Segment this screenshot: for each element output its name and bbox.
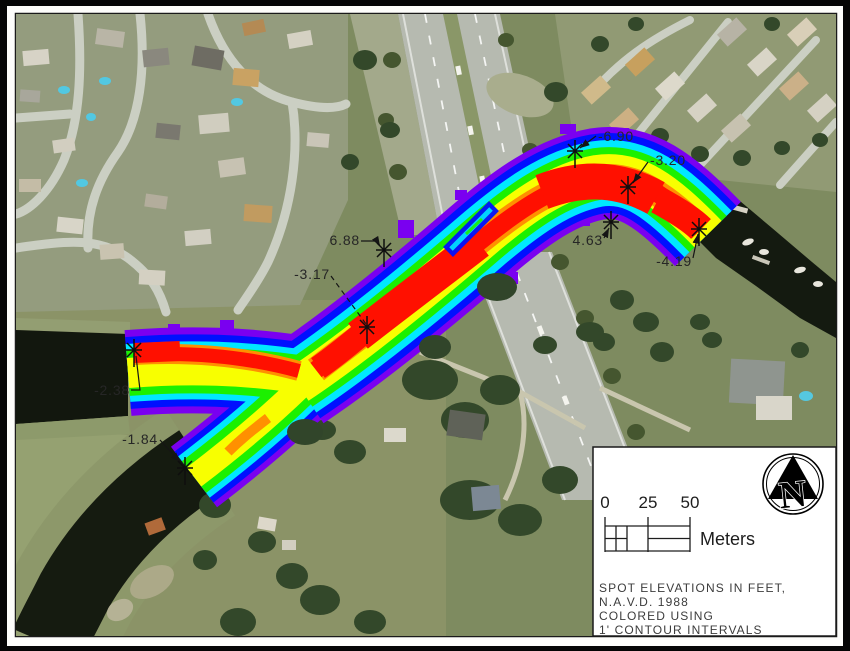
- trees-over-channel: [287, 273, 517, 445]
- highway-south: [468, 252, 648, 500]
- caption-line: COLORED USING: [599, 609, 714, 623]
- spot-elevation-label: -2.38: [94, 382, 130, 398]
- sand-patch: [106, 598, 134, 622]
- dirt-paths: [419, 349, 692, 502]
- scale-bar: 0 25 50 Meters: [600, 493, 755, 552]
- caption-line: SPOT ELEVATIONS IN FEET,: [599, 581, 786, 595]
- photo-border: [14, 12, 838, 638]
- spot-elevation-label: -1.84: [122, 431, 158, 447]
- trees: [193, 17, 828, 636]
- scale-tick-label: 50: [681, 493, 700, 512]
- spot-elevation-label: 4.63: [573, 232, 603, 248]
- east-canal: [698, 196, 836, 338]
- aerial-photo: 6.88 -3.17 -6.90 -3.20 4.63 -4.19 -2.38 …: [16, 14, 836, 637]
- scale-tick-label: 25: [639, 493, 658, 512]
- bridge-band: [443, 201, 499, 257]
- pools-top-left: [58, 77, 243, 187]
- canal-bank: [16, 318, 130, 334]
- leader-lines: [131, 135, 700, 463]
- spot-elevation-label: 6.88: [330, 232, 360, 248]
- spot-elevation-label: -4.19: [656, 253, 692, 269]
- spot-elevation-label: -6.90: [598, 128, 634, 144]
- north-arrow-triangle: [768, 455, 818, 499]
- north-arrow: N: [762, 453, 824, 518]
- sand-patch: [486, 72, 554, 118]
- vehicles: [455, 65, 570, 406]
- scale-unit-label: Meters: [700, 529, 755, 549]
- sand-patch: [130, 564, 174, 600]
- boats: [742, 238, 823, 287]
- caption-line: 1' CONTOUR INTERVALS: [599, 623, 763, 637]
- rural-buildings: [144, 358, 813, 550]
- spot-elevation-label: -3.17: [294, 266, 330, 282]
- caption-line: N.A.V.D. 1988: [599, 595, 689, 609]
- legend-caption: SPOT ELEVATIONS IN FEET, N.A.V.D. 1988 C…: [599, 581, 786, 637]
- scale-tick-label: 0: [600, 493, 609, 512]
- spot-elevation-label: -3.20: [650, 152, 686, 168]
- spot-annotations: 6.88 -3.17 -6.90 -3.20 4.63 -4.19 -2.38 …: [94, 128, 708, 486]
- west-canal: [16, 330, 128, 424]
- elevation-overlay: [124, 124, 741, 508]
- legend: 0 25 50 Meters: [592, 446, 836, 637]
- north-letter: N: [777, 473, 809, 518]
- houses-top-left: [19, 18, 330, 286]
- dock: [751, 255, 771, 265]
- southwest-canal: [16, 430, 222, 636]
- canal-bank: [16, 416, 130, 440]
